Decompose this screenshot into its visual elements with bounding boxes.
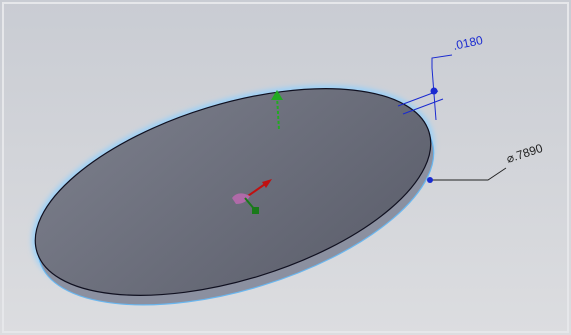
extension-line xyxy=(402,98,444,115)
leader xyxy=(430,167,507,181)
thickness-dimension xyxy=(397,54,453,121)
handle xyxy=(430,87,438,95)
thickness-label[interactable]: .0180 xyxy=(452,33,485,53)
normal-line xyxy=(276,95,280,131)
handle xyxy=(427,177,433,183)
normal-head xyxy=(271,90,283,100)
extension-line xyxy=(397,90,439,107)
y-end xyxy=(252,207,259,214)
x-arrow xyxy=(262,179,272,188)
leader xyxy=(431,54,453,68)
triad xyxy=(232,179,272,214)
disk-face xyxy=(34,88,432,296)
diameter-dimension xyxy=(427,167,507,183)
normal-arrow xyxy=(271,90,283,131)
plane-marker xyxy=(232,193,250,204)
